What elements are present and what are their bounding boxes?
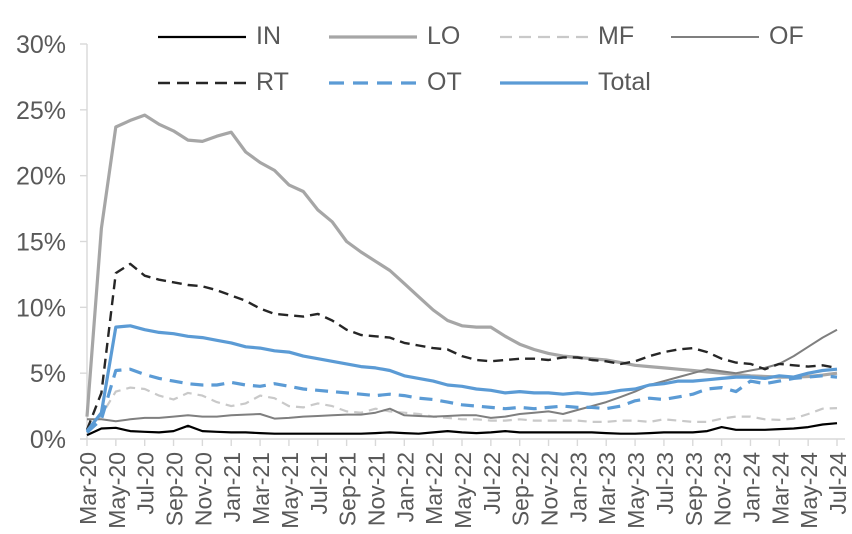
x-axis-label: Nov-23 [710,452,736,526]
legend-line-swatch [329,34,417,39]
x-axis-label: May-24 [796,452,822,529]
series-line-OT [85,367,838,434]
x-axis-label: Jan-22 [392,452,418,522]
x-axis-label: Mar-24 [767,452,793,525]
legend-item-mf: MF [500,24,671,49]
x-axis-label: Sep-23 [681,452,707,526]
x-axis-label: Jan-21 [219,452,245,522]
x-axis-label: Jul-21 [306,452,332,515]
legend-line-swatch [329,80,417,85]
x-axis-label: Nov-22 [537,452,563,526]
series-line-LO [85,113,838,417]
legend-label: Total [598,68,651,96]
x-axis-label: May-20 [104,452,130,529]
legend-label: OT [427,68,462,96]
legend-line-swatch [500,80,588,85]
legend-line-swatch [500,35,588,38]
legend-item-of: OF [671,24,842,49]
legend-item-total: Total [500,70,671,95]
y-axis-label: 0% [30,426,66,454]
x-axis-label: Jul-24 [825,452,851,515]
series-line-OF [87,328,838,423]
legend-label: RT [256,68,289,96]
legend-item-ot: OT [329,70,500,95]
legend-label: LO [427,22,461,50]
x-axis-label: Jul-20 [133,452,159,515]
legend-row-2: RT OT Total [158,66,842,99]
series-line-RT [85,262,838,431]
chart-legend: IN LO MF OF RT OT [158,20,842,99]
y-axis-label: 20% [16,163,66,191]
legend-line-swatch [158,35,246,38]
x-axis-label: Mar-23 [594,452,620,525]
y-axis-label: 25% [16,97,66,125]
x-axis-label: Jan-23 [565,452,591,522]
legend-item-lo: LO [329,24,500,49]
x-axis-label: Sep-21 [335,452,361,526]
x-axis-label: Mar-20 [75,452,101,525]
x-axis-label: Nov-21 [363,452,389,526]
legend-item-rt: RT [158,70,329,95]
legend-label: OF [769,22,804,50]
y-axis-label: 5% [30,360,66,388]
x-axis-label: Jul-23 [652,452,678,515]
legend-label: IN [256,22,281,50]
legend-line-swatch [158,81,246,84]
series-line-Total [85,324,838,433]
y-axis-label: 30% [16,31,66,59]
legend-item-in: IN [158,24,329,49]
x-axis-label: Nov-20 [190,452,216,526]
series-line-IN [86,422,838,437]
series-line-MF [86,386,838,432]
legend-line-swatch [671,35,759,38]
legend-row-1: IN LO MF OF [158,20,842,53]
x-axis-label: May-23 [623,452,649,529]
x-axis-label: May-21 [277,452,303,529]
x-axis-label: Sep-20 [162,452,188,526]
x-axis-label: Sep-22 [508,452,534,526]
x-axis-label: Jan-24 [738,452,764,523]
x-axis-label: May-22 [450,452,476,529]
x-axis-label: Jul-22 [479,452,505,515]
y-axis-label: 15% [16,229,66,257]
y-axis-label: 10% [16,294,66,322]
legend-label: MF [598,22,635,50]
x-axis-label: Mar-22 [421,452,447,525]
x-axis-label: Mar-21 [248,452,274,525]
